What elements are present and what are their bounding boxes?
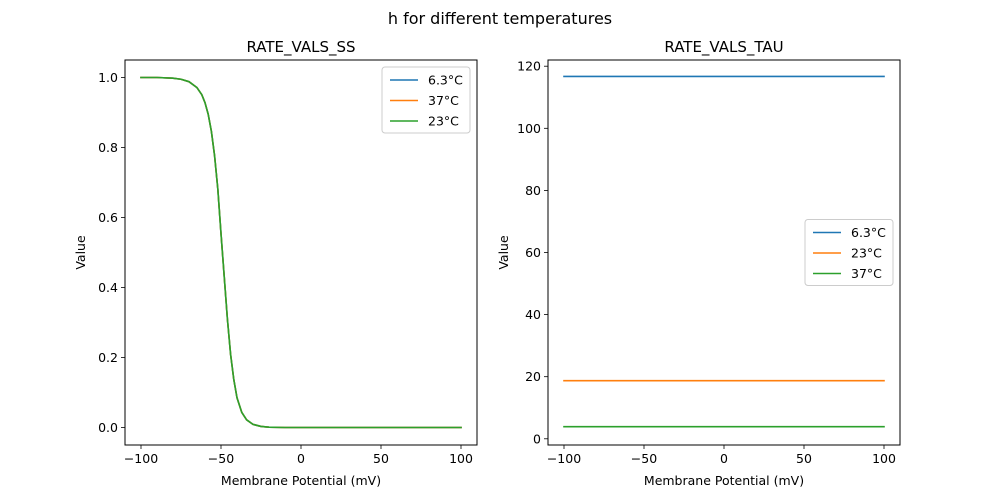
legend-label-1: 37°C [428,93,459,108]
y-tick-label: 0.0 [98,420,118,435]
x-tick-label: 100 [449,451,473,466]
y-tick-label: 80 [525,183,541,198]
legend-box [381,66,471,134]
legend-label-1: 23°C [851,246,882,261]
subplot-title: RATE_VALS_TAU [664,38,783,57]
legend-label-2: 37°C [851,266,882,281]
y-tick-label: 20 [525,369,541,384]
x-tick-label: 0 [720,451,728,466]
x-tick-label: 50 [796,451,812,466]
y-tick-label: 100 [517,121,541,136]
x-tick-label: −100 [124,451,158,466]
y-axis-label: Value [496,235,511,270]
y-tick-label: 40 [525,307,541,322]
series-line-2 [140,76,462,429]
y-tick-label: 60 [525,245,541,260]
legend: 6.3°C 37°C 23°C [381,66,471,134]
legend: 6.3°C 23°C 37°C [804,219,894,286]
subplot-title: RATE_VALS_SS [246,38,355,57]
x-tick-label: 50 [373,451,389,466]
x-tick-label: −50 [631,451,657,466]
x-tick-label: −100 [547,451,581,466]
legend-box [804,219,894,286]
x-tick-label: 0 [297,451,305,466]
x-axis-label: Membrane Potential (mV) [644,473,804,488]
figure-title: h for different temperatures [388,9,612,28]
subplot-tau: RATE_VALS_TAU −100 −50 0 50 100 0 20 40 60 80 100 12… [496,38,901,488]
x-axis-label: Membrane Potential (mV) [221,473,381,488]
y-tick-label: 0 [533,431,541,446]
y-tick-label: 0.8 [98,140,118,155]
y-tick-label: 0.4 [98,280,118,295]
y-tick-label: 0.2 [98,350,118,365]
y-tick-label: 1.0 [98,70,118,85]
legend-label-0: 6.3°C [428,73,463,88]
subplot-steady-state: RATE_VALS_SS −100 −50 0 50 100 0.0 0.2 0.4 0.6 0.8… [73,38,478,488]
x-tick-label: −50 [208,451,234,466]
legend-label-0: 6.3°C [851,225,886,240]
x-tick-label: 100 [872,451,896,466]
y-tick-label: 0.6 [98,210,118,225]
y-tick-label: 120 [517,59,541,74]
legend-label-2: 23°C [428,114,459,129]
y-axis-label: Value [73,235,88,270]
